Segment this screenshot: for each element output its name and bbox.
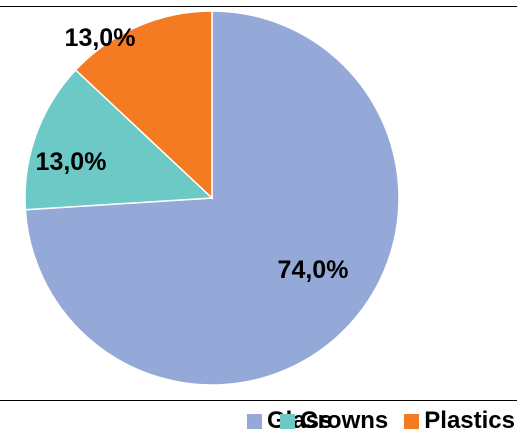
top-border-line bbox=[0, 6, 517, 7]
legend-label-plastics: Plastics bbox=[424, 407, 515, 434]
legend-label-glass: Glass bbox=[267, 407, 333, 434]
pie-slice-plastics bbox=[74, 10, 213, 200]
data-label-crowns: 13,0% bbox=[36, 148, 107, 176]
data-label-glass: 74,0% bbox=[278, 256, 349, 284]
legend-label-crowns: Crowns bbox=[300, 407, 389, 434]
chart-legend: Glass Crowns Plastics bbox=[0, 407, 517, 435]
bottom-border-line bbox=[0, 400, 517, 401]
legend-item-glass: Glass bbox=[247, 407, 332, 435]
legend-swatch-plastics bbox=[404, 413, 420, 429]
pie-slice-crowns bbox=[24, 68, 214, 211]
legend-item-plastics: Plastics bbox=[404, 407, 515, 435]
legend-swatch-crowns bbox=[280, 413, 296, 429]
legend-item-crowns: Crowns bbox=[280, 407, 388, 435]
legend-swatch-glass bbox=[247, 413, 262, 429]
data-label-plastics: 13,0% bbox=[65, 24, 136, 52]
